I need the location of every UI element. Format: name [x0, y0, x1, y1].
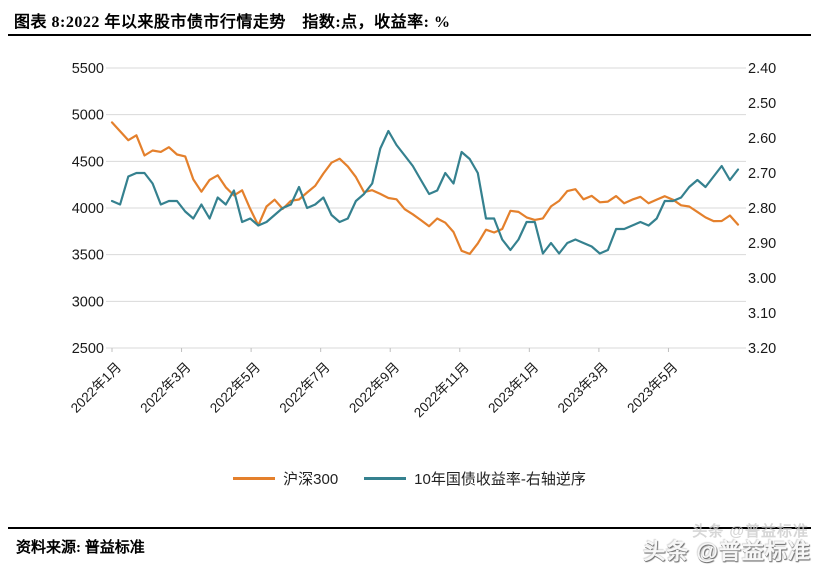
legend-item-csi300: 沪深300 [233, 468, 338, 489]
x-tick-label: 2023年5月 [624, 360, 680, 416]
title-underline [8, 34, 811, 36]
y-right-tick-label: 2.40 [748, 61, 776, 77]
x-tick-label: 2022年5月 [207, 360, 263, 416]
chart-legend: 沪深300 10年国债收益率-右轴逆序 [0, 468, 819, 489]
x-tick-label: 2022年1月 [68, 360, 124, 416]
bond-yield-line-swatch [364, 477, 407, 480]
y-right-tick-label: 3.10 [748, 306, 776, 322]
csi300-line-swatch [233, 477, 276, 480]
y-right-tick-label: 3.00 [748, 271, 776, 287]
y-left-tick-label: 5500 [72, 61, 104, 77]
y-right-tick-label: 2.80 [748, 201, 776, 217]
footer-divider [8, 527, 811, 529]
x-tick-label: 2022年7月 [277, 360, 333, 416]
y-left-tick-label: 4000 [72, 201, 104, 217]
y-right-tick-label: 2.70 [748, 166, 776, 182]
series-line-bond-yield [110, 129, 740, 255]
x-tick-label: 2022年11月 [411, 360, 472, 421]
legend-label-csi300: 沪深300 [283, 471, 339, 488]
y-left-tick-label: 3500 [72, 248, 104, 264]
y-right-tick-label: 2.90 [748, 236, 776, 252]
y-right-tick-label: 2.60 [748, 131, 776, 147]
y-left-tick-label: 4500 [72, 154, 104, 170]
legend-item-bond-yield: 10年国债收益率-右轴逆序 [364, 468, 586, 489]
y-right-tick-label: 3.20 [748, 341, 776, 357]
x-tick-label: 2022年9月 [346, 360, 402, 416]
series-line-csi300 [110, 121, 740, 255]
y-left-tick-label: 3000 [72, 294, 104, 310]
legend-label-bond-yield: 10年国债收益率-右轴逆序 [414, 471, 586, 488]
x-tick-label: 2022年3月 [137, 360, 193, 416]
y-left-tick-label: 2500 [72, 341, 104, 357]
y-right-tick-label: 2.50 [748, 96, 776, 112]
data-source-note: 资料来源: 普益标准 [16, 540, 145, 556]
y-left-tick-label: 5000 [72, 108, 104, 124]
x-tick-label: 2023年3月 [555, 360, 611, 416]
chart-title: 图表 8:2022 年以来股市债市行情走势 指数:点，收益率: % [14, 14, 451, 31]
x-tick-label: 2023年1月 [485, 360, 541, 416]
